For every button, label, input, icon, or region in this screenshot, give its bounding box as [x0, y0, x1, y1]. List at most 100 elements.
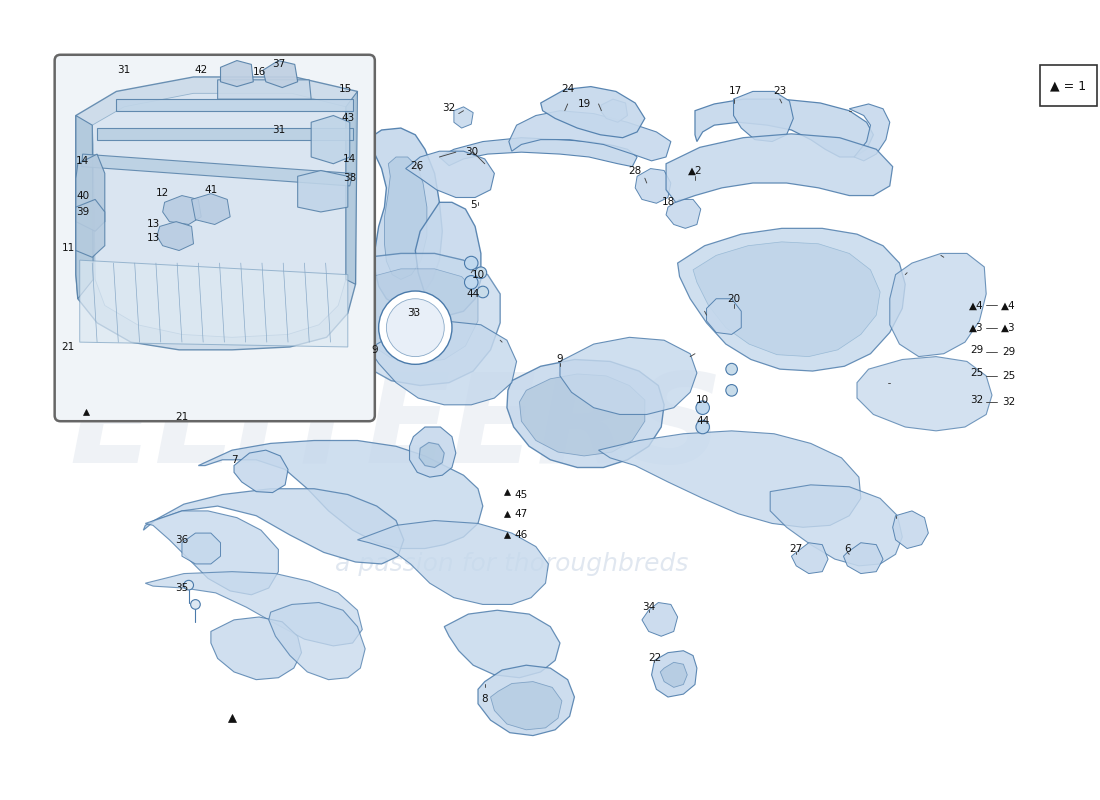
Polygon shape	[791, 542, 828, 574]
Polygon shape	[770, 485, 902, 566]
Polygon shape	[367, 128, 442, 306]
Circle shape	[464, 276, 478, 289]
Text: 45: 45	[515, 490, 528, 499]
Text: 39: 39	[76, 207, 89, 217]
Circle shape	[464, 256, 478, 270]
Polygon shape	[509, 110, 671, 161]
FancyBboxPatch shape	[55, 54, 375, 422]
Polygon shape	[519, 374, 645, 456]
Text: 32: 32	[442, 103, 455, 113]
Polygon shape	[371, 321, 517, 405]
Polygon shape	[666, 199, 701, 228]
Text: 32: 32	[1002, 397, 1015, 407]
Polygon shape	[419, 442, 444, 467]
Polygon shape	[693, 242, 880, 357]
Text: 8: 8	[482, 694, 488, 704]
Polygon shape	[601, 99, 627, 122]
Polygon shape	[416, 202, 481, 315]
Text: 19: 19	[578, 99, 591, 109]
Polygon shape	[79, 260, 348, 347]
Polygon shape	[81, 154, 353, 186]
Polygon shape	[444, 610, 560, 678]
Text: 38: 38	[343, 174, 356, 183]
Polygon shape	[309, 254, 500, 386]
Text: 43: 43	[341, 114, 354, 123]
Circle shape	[726, 363, 737, 375]
Polygon shape	[145, 511, 278, 594]
Circle shape	[475, 267, 486, 278]
Polygon shape	[358, 521, 549, 605]
Circle shape	[386, 298, 444, 357]
Text: ▲4: ▲4	[969, 301, 983, 310]
Text: 5: 5	[470, 200, 476, 210]
Text: 33: 33	[407, 308, 420, 318]
Polygon shape	[311, 115, 350, 164]
Polygon shape	[491, 682, 562, 730]
Text: ELITEERS: ELITEERS	[69, 369, 723, 490]
Text: 11: 11	[62, 242, 75, 253]
Text: 13: 13	[146, 219, 160, 230]
Text: 32: 32	[970, 395, 983, 405]
Text: 22: 22	[648, 654, 661, 663]
Polygon shape	[298, 170, 348, 212]
Text: 13: 13	[146, 233, 160, 243]
Text: 21: 21	[175, 412, 188, 422]
Polygon shape	[695, 99, 873, 157]
Text: 12: 12	[156, 188, 169, 198]
Polygon shape	[406, 151, 494, 198]
Text: 7: 7	[231, 454, 238, 465]
Polygon shape	[385, 157, 427, 279]
Text: 18: 18	[661, 198, 674, 207]
Circle shape	[726, 385, 737, 396]
Polygon shape	[76, 115, 94, 298]
Polygon shape	[893, 511, 928, 549]
Polygon shape	[642, 602, 678, 636]
Text: 34: 34	[642, 602, 656, 612]
Text: 44: 44	[696, 416, 710, 426]
Polygon shape	[660, 662, 688, 687]
Polygon shape	[97, 128, 353, 140]
Polygon shape	[157, 222, 194, 250]
Polygon shape	[163, 195, 201, 225]
Text: 46: 46	[515, 530, 528, 540]
Text: 14: 14	[76, 156, 89, 166]
Text: 15: 15	[339, 85, 352, 94]
Text: 40: 40	[76, 190, 89, 201]
Text: 44: 44	[466, 289, 480, 299]
Text: 25: 25	[970, 368, 983, 378]
FancyBboxPatch shape	[1041, 66, 1097, 106]
Text: 9: 9	[557, 354, 563, 365]
Polygon shape	[560, 338, 697, 414]
Text: 42: 42	[195, 65, 208, 75]
Polygon shape	[478, 665, 574, 735]
Polygon shape	[857, 357, 992, 431]
Polygon shape	[191, 194, 230, 225]
Polygon shape	[651, 650, 697, 697]
Text: 28: 28	[628, 166, 641, 177]
Text: 26: 26	[410, 161, 424, 170]
Polygon shape	[92, 94, 345, 338]
Polygon shape	[198, 441, 483, 549]
Text: ▲3: ▲3	[1001, 322, 1015, 333]
Text: 30: 30	[464, 147, 477, 157]
Polygon shape	[76, 154, 104, 231]
Text: 31: 31	[272, 125, 285, 135]
Polygon shape	[849, 104, 890, 161]
Circle shape	[477, 286, 488, 298]
Text: 25: 25	[1002, 371, 1015, 381]
Polygon shape	[345, 91, 358, 284]
Polygon shape	[211, 617, 301, 680]
Text: 41: 41	[205, 185, 218, 194]
Polygon shape	[507, 359, 664, 467]
Text: 17: 17	[729, 86, 743, 97]
Polygon shape	[635, 169, 671, 203]
Polygon shape	[218, 80, 311, 99]
Circle shape	[378, 291, 452, 364]
Polygon shape	[734, 91, 793, 142]
Text: 6: 6	[844, 545, 850, 554]
Polygon shape	[678, 228, 905, 371]
Text: 35: 35	[175, 583, 188, 593]
Polygon shape	[454, 107, 473, 128]
Text: 10: 10	[472, 270, 485, 280]
Text: ▲2: ▲2	[688, 166, 702, 175]
